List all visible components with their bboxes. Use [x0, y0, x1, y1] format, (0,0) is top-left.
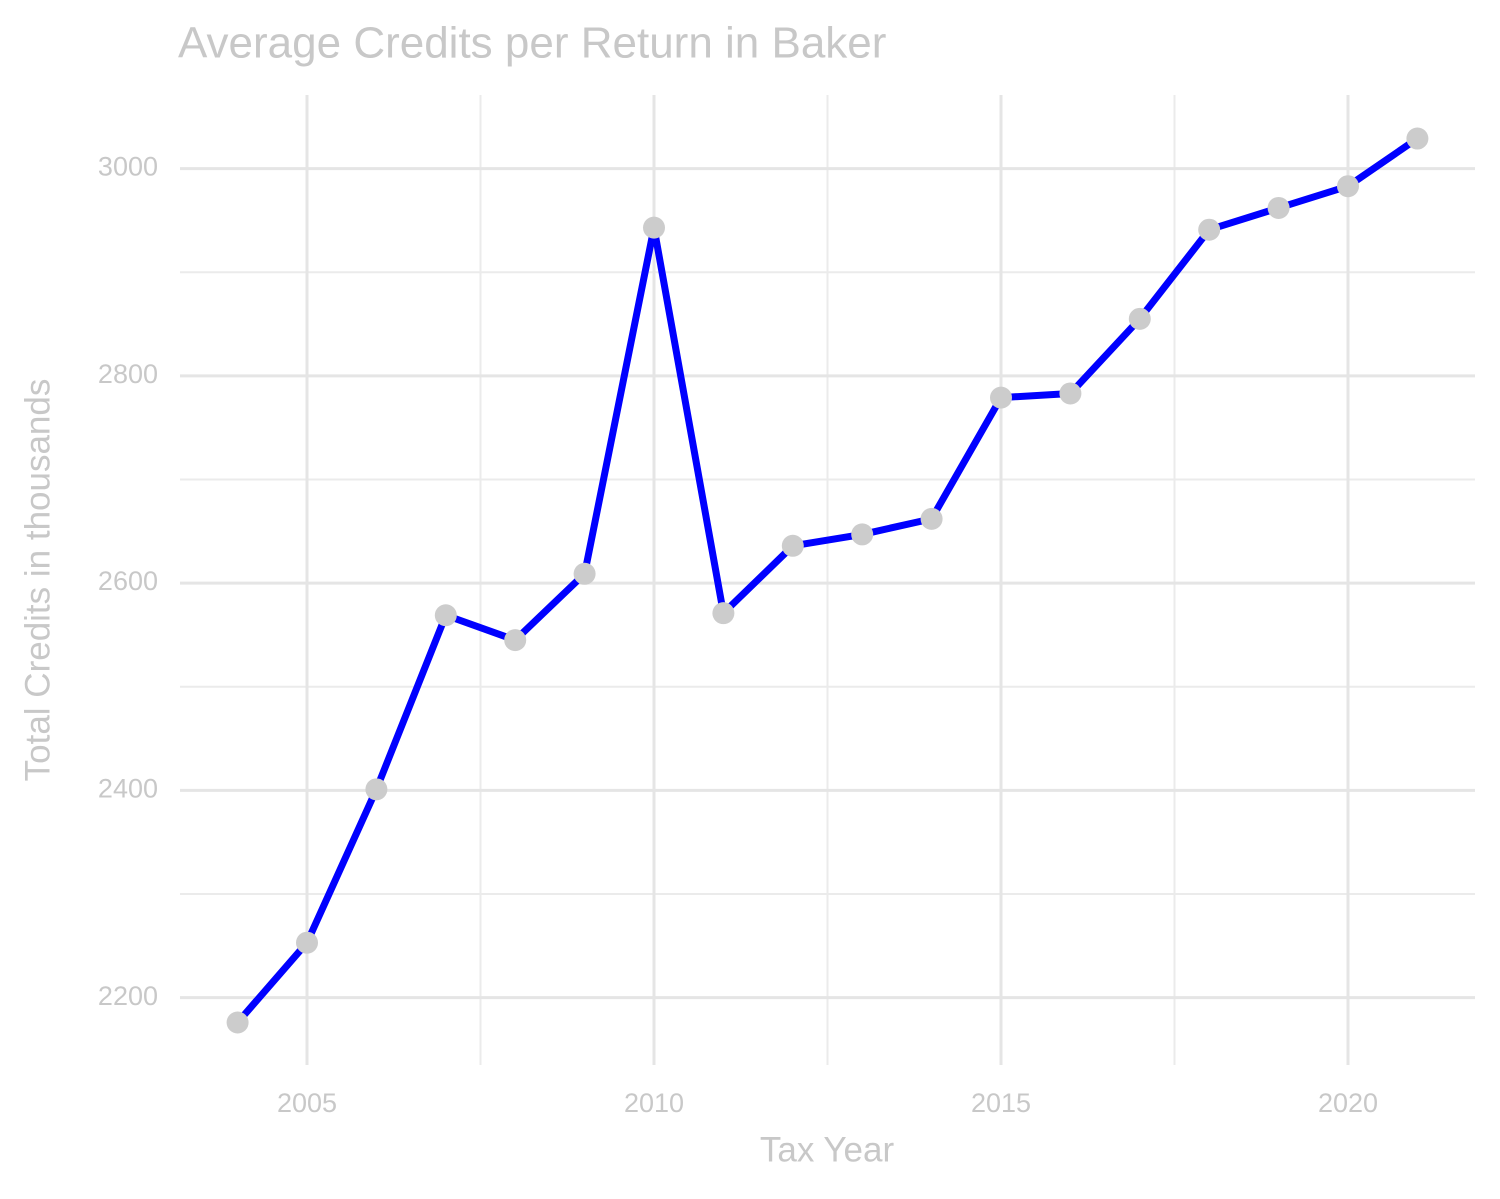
line: [234, 135, 1420, 1025]
y-tick-label: 2200: [98, 981, 158, 1011]
point: [851, 523, 874, 546]
y-tick-label: 2600: [98, 566, 158, 596]
point: [1267, 196, 1290, 219]
x-tick-label: 2010: [624, 1088, 684, 1118]
point: [1059, 382, 1082, 405]
y-axis-label: Total Credits in thousands: [18, 379, 57, 782]
point: [1406, 127, 1429, 150]
y-tick-label: 3000: [98, 152, 158, 182]
point: [504, 629, 527, 652]
point: [920, 507, 943, 530]
y-tick-label: 2400: [98, 773, 158, 803]
point: [1128, 307, 1151, 330]
x-tick-label: 2020: [1318, 1088, 1378, 1118]
x-tick-label: 2005: [277, 1088, 337, 1118]
point: [781, 534, 804, 557]
point: [989, 386, 1012, 409]
point: [643, 216, 666, 239]
point: [226, 1011, 249, 1034]
y-tick-label: 2800: [98, 359, 158, 389]
chart-title: Average Credits per Return in Baker: [178, 19, 886, 68]
point: [296, 931, 319, 954]
point: [434, 604, 457, 627]
plot: [226, 127, 1429, 1034]
point: [573, 562, 596, 585]
point: [712, 602, 735, 625]
point: [365, 778, 388, 801]
x-axis-label: Tax Year: [760, 1130, 895, 1169]
point: [1198, 218, 1221, 241]
grid: 2200 2400 2600 2800 3000 2005 2010 2015 2020: [98, 95, 1475, 1118]
x-tick-label: 2015: [971, 1088, 1031, 1118]
point: [1336, 175, 1359, 198]
